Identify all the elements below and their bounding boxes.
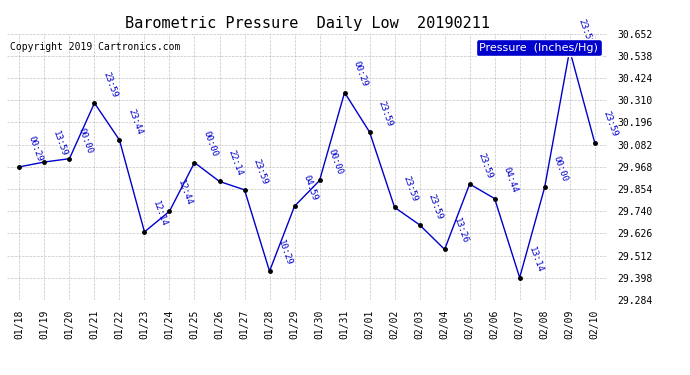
Text: 23:59: 23:59 (251, 158, 269, 186)
Text: 23:59: 23:59 (402, 175, 420, 203)
Text: 04:59: 04:59 (302, 174, 319, 202)
Title: Barometric Pressure  Daily Low  20190211: Barometric Pressure Daily Low 20190211 (125, 16, 489, 31)
Text: 23:59: 23:59 (377, 99, 394, 128)
Text: 12:44: 12:44 (177, 179, 194, 207)
Text: 22:14: 22:14 (226, 149, 244, 177)
Text: 00:29: 00:29 (351, 60, 369, 88)
Text: 23:59: 23:59 (101, 70, 119, 99)
Text: 13:14: 13:14 (526, 245, 544, 273)
Text: 00:00: 00:00 (77, 126, 94, 154)
Text: 00:29: 00:29 (26, 134, 44, 163)
Text: 23:59: 23:59 (477, 152, 494, 180)
Text: 23:59: 23:59 (602, 110, 620, 138)
Text: 12:14: 12:14 (151, 200, 169, 228)
Text: 23:59: 23:59 (426, 192, 444, 221)
Text: 04:44: 04:44 (502, 166, 520, 194)
Text: Copyright 2019 Cartronics.com: Copyright 2019 Cartronics.com (10, 42, 180, 52)
Text: 13:59: 13:59 (51, 129, 69, 158)
Legend: Pressure  (Inches/Hg): Pressure (Inches/Hg) (476, 39, 602, 56)
Text: 00:00: 00:00 (201, 130, 219, 158)
Text: 23:44: 23:44 (126, 108, 144, 136)
Text: 10:29: 10:29 (277, 239, 294, 267)
Text: 13:26: 13:26 (451, 217, 469, 245)
Text: 00:00: 00:00 (551, 155, 569, 183)
Text: 23:59: 23:59 (577, 18, 594, 46)
Text: 00:00: 00:00 (326, 148, 344, 176)
